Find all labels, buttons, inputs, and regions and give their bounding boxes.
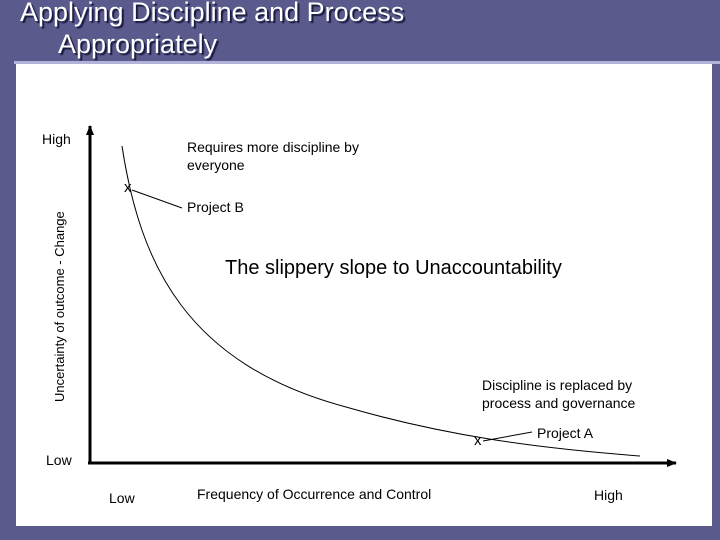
project-b-marker: x [124, 179, 132, 196]
diagram-graphics [86, 125, 677, 467]
bottom-note: Discipline is replaced by process and go… [482, 377, 636, 411]
project-b-label: Project B [187, 199, 244, 215]
slippery-slope-curve [121, 145, 641, 457]
y-axis-title: Uncertainty of outcome - Change [52, 211, 67, 402]
x-axis-high-label: High [594, 487, 623, 503]
curve-label: The slippery slope to Unaccountability [225, 257, 562, 279]
slide-title: Applying Discipline and Process Appropri… [20, 0, 404, 60]
y-axis-high-label: High [42, 131, 71, 147]
project-a-marker: x [474, 432, 482, 449]
x-axis-low-label: Low [109, 490, 135, 506]
project-a-connector [482, 431, 533, 442]
top-note: Requires more discipline by everyone [187, 139, 359, 173]
project-a-label: Project A [537, 425, 594, 441]
y-axis-low-label: Low [46, 452, 72, 468]
title-underline [14, 61, 720, 64]
project-b-connector [131, 189, 183, 209]
diagram-panel: High Low Low Frequency of Occurrence and… [16, 64, 712, 526]
x-axis-title: Frequency of Occurrence and Control [197, 486, 432, 502]
title-line-1: Applying Discipline and Process [20, 0, 405, 27]
title-line-2: Appropriately [58, 29, 218, 59]
